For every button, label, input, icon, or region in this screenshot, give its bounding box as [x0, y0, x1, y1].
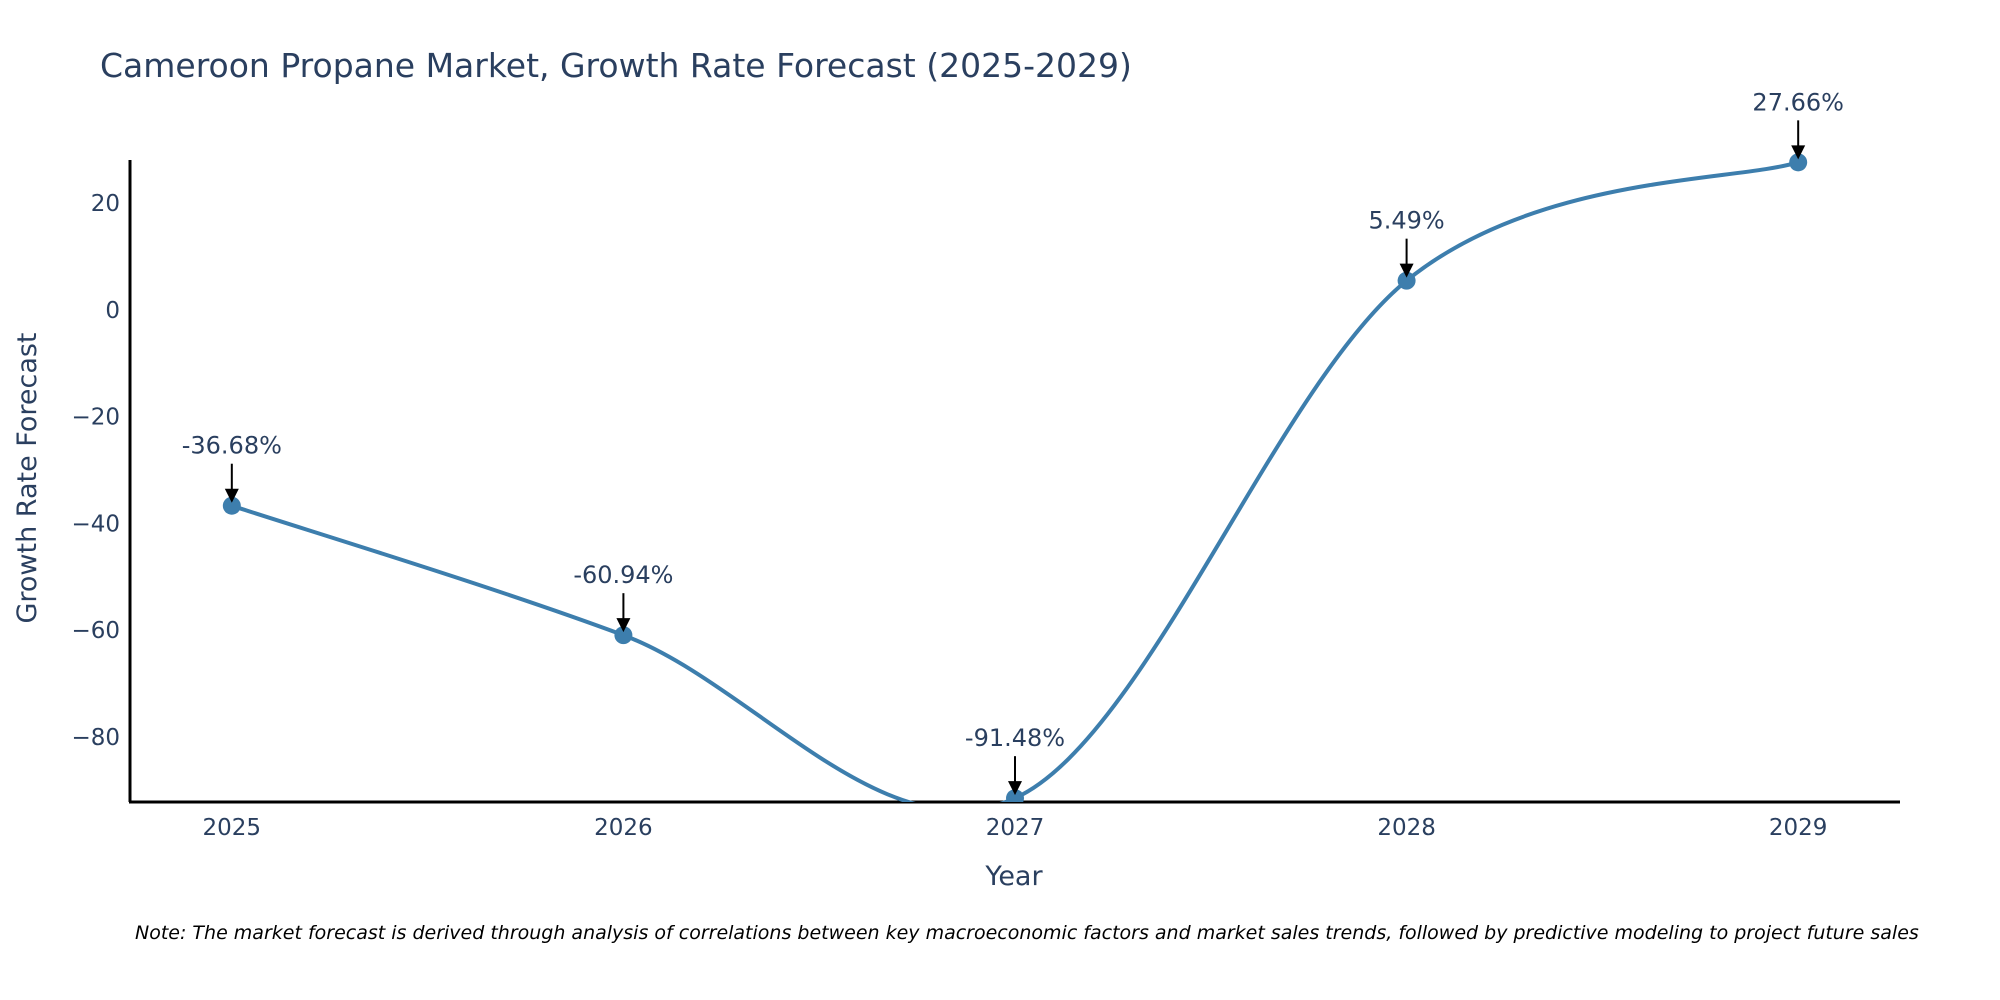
y-tick-label: −20 [71, 405, 120, 431]
annotation-arrow-head [1791, 145, 1806, 160]
y-tick-label: −60 [71, 618, 120, 644]
y-axis-title: Growth Rate Forecast [12, 332, 43, 623]
x-tick-label: 2027 [986, 815, 1045, 841]
data-annotation: -91.48% [965, 724, 1065, 796]
data-point [614, 626, 633, 645]
data-label: 5.49% [1368, 207, 1444, 235]
x-tick-label: 2026 [594, 815, 653, 841]
annotation-arrow-head [1008, 781, 1022, 796]
chart-note: Note: The market forecast is derived thr… [135, 922, 1919, 944]
x-axis-title: Year [984, 861, 1043, 892]
data-label: -60.94% [573, 561, 673, 589]
data-annotation: -60.94% [573, 561, 673, 633]
data-point [1397, 271, 1416, 290]
data-annotation: 27.66% [1752, 88, 1844, 160]
data-annotation: 5.49% [1368, 207, 1445, 278]
y-tick-label: −80 [71, 725, 120, 751]
annotations-layer: -36.68% -60.94% -91.48% 5.49% 27.66% [182, 88, 1844, 796]
markers-layer [222, 153, 1808, 802]
chart-title: Cameroon Propane Market, Growth Rate For… [100, 46, 1132, 85]
data-annotation: -36.68% [182, 432, 282, 503]
data-point [1006, 789, 1024, 802]
annotation-arrow-head [224, 488, 239, 503]
series-line [231, 160, 1799, 802]
x-tick-label: 2029 [1769, 815, 1828, 841]
data-point [222, 496, 241, 515]
annotation-arrow-head [1399, 263, 1414, 278]
y-tick-label: −40 [71, 511, 120, 537]
annotation-arrow-head [616, 618, 631, 633]
data-label: -36.68% [182, 432, 282, 460]
data-point [1789, 153, 1808, 172]
data-label: 27.66% [1752, 88, 1844, 116]
y-tick-label: 20 [91, 191, 120, 217]
y-tick-label: 0 [105, 298, 120, 324]
x-tick-label: 2025 [203, 815, 262, 841]
data-label: -91.48% [965, 724, 1065, 752]
series-layer [231, 160, 1799, 802]
x-tick-label: 2028 [1377, 815, 1436, 841]
